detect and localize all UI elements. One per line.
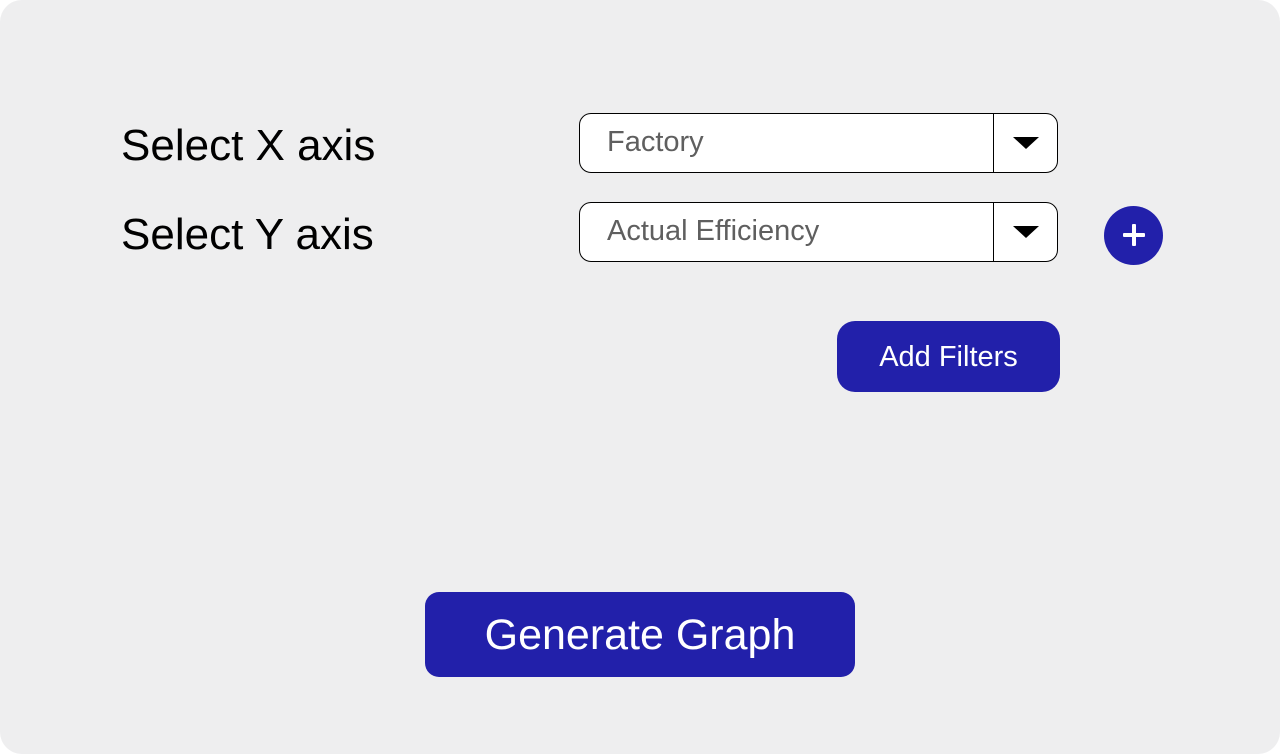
x-axis-select[interactable]: Factory: [579, 113, 1058, 173]
y-axis-selected-value: Actual Efficiency: [607, 215, 820, 247]
y-axis-label: Select Y axis: [121, 210, 374, 259]
y-axis-dropdown-toggle[interactable]: [993, 203, 1057, 261]
chevron-down-icon: [1012, 226, 1039, 238]
x-axis-label: Select X axis: [121, 121, 376, 170]
generate-graph-button[interactable]: Generate Graph: [425, 592, 855, 677]
add-filters-button[interactable]: Add Filters: [837, 321, 1060, 392]
x-axis-dropdown-toggle[interactable]: [993, 114, 1057, 172]
add-y-axis-button[interactable]: [1104, 206, 1163, 265]
chevron-down-icon: [1012, 137, 1039, 149]
x-axis-selected-value: Factory: [607, 126, 704, 158]
y-axis-select[interactable]: Actual Efficiency: [579, 202, 1058, 262]
